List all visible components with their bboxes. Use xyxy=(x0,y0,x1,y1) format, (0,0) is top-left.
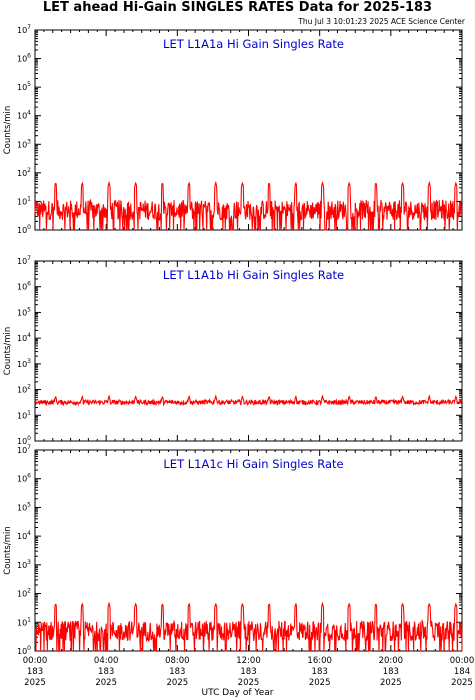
y-tick-label: 106 xyxy=(17,281,31,292)
x-tick-label-doy: 183 xyxy=(98,667,114,677)
y-tick-exponent: 2 xyxy=(27,384,31,391)
x-tick-label-time: 04:00 xyxy=(94,656,119,666)
y-axis-title: Counts/min xyxy=(3,106,13,155)
y-tick-label: 100 xyxy=(17,435,31,446)
y-tick-label: 102 xyxy=(17,384,31,395)
y-tick-exponent: 4 xyxy=(27,110,31,117)
y-tick-exponent: 4 xyxy=(27,332,31,339)
x-tick-label-year: 2025 xyxy=(238,678,260,688)
x-tick-label-year: 2025 xyxy=(95,678,117,688)
y-tick-label: 107 xyxy=(17,444,31,455)
x-tick-label-time: 00:00 xyxy=(450,656,475,666)
y-tick-label: 105 xyxy=(17,306,31,317)
panel-title: LET L1A1c Hi Gain Singles Rate xyxy=(163,457,343,471)
y-tick-exponent: 7 xyxy=(27,444,31,451)
y-tick-exponent: 4 xyxy=(27,530,31,537)
y-tick-label: 104 xyxy=(17,110,31,121)
x-tick-label-doy: 183 xyxy=(27,667,43,677)
panel-title: LET L1A1a Hi Gain Singles Rate xyxy=(163,37,344,51)
y-tick-exponent: 3 xyxy=(27,138,31,145)
y-tick-label: 105 xyxy=(17,81,31,92)
plot-frame xyxy=(34,449,463,652)
y-tick-exponent: 0 xyxy=(27,224,31,231)
x-tick-label-doy: 183 xyxy=(383,667,399,677)
x-tick-label-time: 16:00 xyxy=(307,656,332,666)
plot-frame xyxy=(34,29,463,231)
x-tick-label-year: 2025 xyxy=(167,678,189,688)
x-tick-label-year: 2025 xyxy=(24,678,46,688)
y-tick-exponent: 5 xyxy=(27,81,31,88)
y-tick-exponent: 7 xyxy=(27,24,31,31)
y-tick-exponent: 6 xyxy=(27,473,31,480)
y-tick-label: 103 xyxy=(17,559,31,570)
y-tick-label: 100 xyxy=(17,645,31,656)
y-tick-label: 102 xyxy=(17,588,31,599)
x-tick-label-year: 2025 xyxy=(451,678,473,688)
x-tick-label-time: 00:00 xyxy=(23,656,48,666)
y-tick-exponent: 6 xyxy=(27,53,31,60)
y-axis-title: Counts/min xyxy=(3,526,13,575)
y-tick-label: 104 xyxy=(17,332,31,343)
x-tick-label-time: 08:00 xyxy=(165,656,190,666)
y-tick-label: 101 xyxy=(17,195,31,206)
y-tick-exponent: 5 xyxy=(27,501,31,508)
panel-title: LET L1A1b Hi Gain Singles Rate xyxy=(163,268,344,282)
y-tick-label: 107 xyxy=(17,255,31,266)
y-tick-label: 103 xyxy=(17,138,31,149)
y-tick-label: 100 xyxy=(17,224,31,235)
x-tick-label-doy: 183 xyxy=(169,667,185,677)
y-tick-exponent: 7 xyxy=(27,255,31,262)
x-tick-label-time: 12:00 xyxy=(236,656,261,666)
y-tick-exponent: 1 xyxy=(27,195,31,202)
y-tick-label: 106 xyxy=(17,53,31,64)
y-tick-label: 104 xyxy=(17,530,31,541)
y-tick-exponent: 5 xyxy=(27,306,31,313)
y-tick-label: 107 xyxy=(17,24,31,35)
x-axis-title: UTC Day of Year xyxy=(201,688,274,698)
y-tick-label: 102 xyxy=(17,167,31,178)
y-tick-exponent: 3 xyxy=(27,559,31,566)
y-tick-exponent: 0 xyxy=(27,645,31,652)
y-tick-exponent: 3 xyxy=(27,358,31,365)
y-tick-exponent: 0 xyxy=(27,435,31,442)
y-tick-exponent: 1 xyxy=(27,616,31,623)
y-tick-label: 101 xyxy=(17,409,31,420)
page-title: LET ahead Hi-Gain SINGLES RATES Data for… xyxy=(42,0,433,15)
y-tick-label: 106 xyxy=(17,473,31,484)
x-tick-label-year: 2025 xyxy=(380,678,402,688)
y-tick-label: 103 xyxy=(17,358,31,369)
plot-frame xyxy=(34,260,463,442)
x-tick-label-doy: 184 xyxy=(454,667,470,677)
y-tick-exponent: 2 xyxy=(27,588,31,595)
data-series-line xyxy=(34,601,463,652)
y-tick-label: 105 xyxy=(17,501,31,512)
x-tick-label-doy: 183 xyxy=(312,667,328,677)
data-series-line xyxy=(34,394,463,407)
y-tick-exponent: 2 xyxy=(27,167,31,174)
y-tick-exponent: 6 xyxy=(27,281,31,288)
y-axis-title: Counts/min xyxy=(3,327,13,376)
y-tick-label: 101 xyxy=(17,616,31,627)
y-tick-exponent: 1 xyxy=(27,409,31,416)
timestamp: Thu Jul 3 10:01:23 2025 ACE Science Cent… xyxy=(298,17,465,26)
x-tick-label-time: 20:00 xyxy=(379,656,404,666)
x-tick-label-year: 2025 xyxy=(309,678,331,688)
x-tick-label-doy: 183 xyxy=(240,667,256,677)
data-series-line xyxy=(34,180,463,231)
